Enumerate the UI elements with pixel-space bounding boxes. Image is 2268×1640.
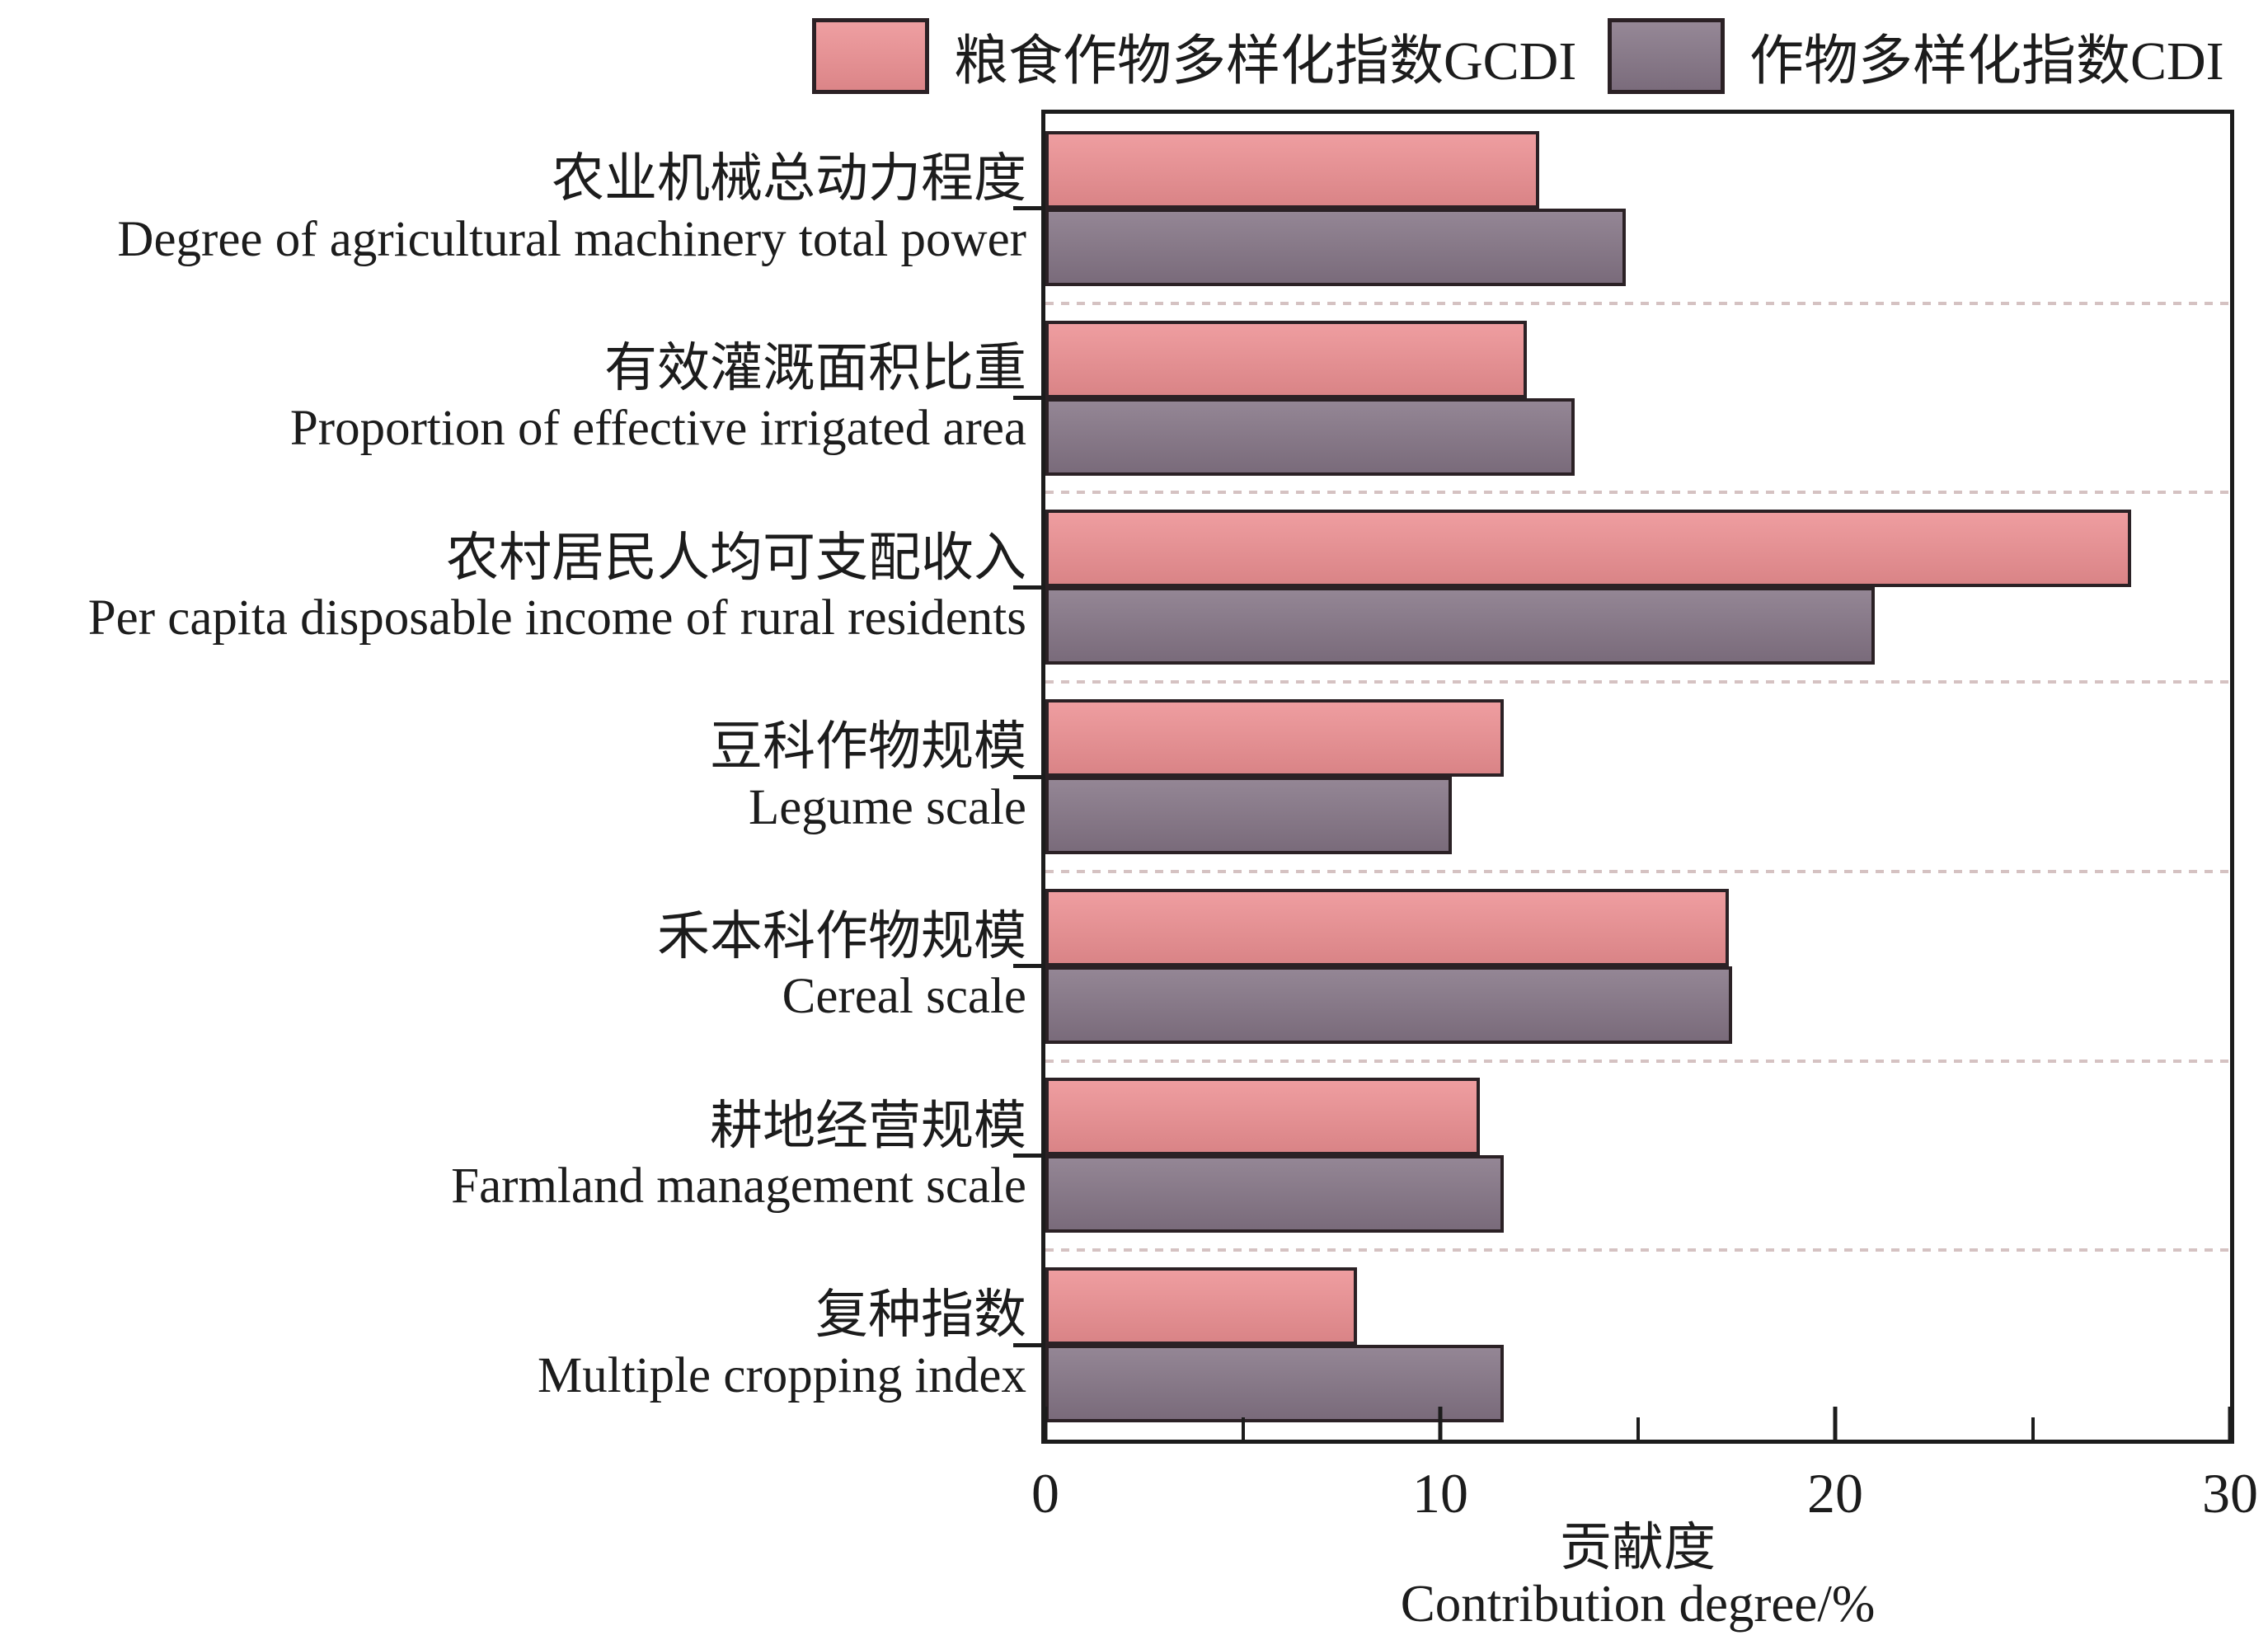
- category-label-en: Legume scale: [748, 779, 1026, 835]
- category-tick: [1013, 206, 1041, 211]
- bar-gcdi-5: [1045, 1078, 1480, 1156]
- category-label-zh: 有效灌溉面积比重: [604, 338, 1026, 397]
- group-separator-gridline: [1045, 1248, 2230, 1252]
- x-major-tick: [1833, 1407, 1838, 1440]
- category-tick: [1013, 774, 1041, 779]
- plot-area: [1041, 110, 2234, 1444]
- category-label-en: Per capita disposable income of rural re…: [87, 590, 1026, 646]
- category-tick: [1013, 964, 1041, 969]
- category-label-6: 复种指数 Multiple cropping index: [538, 1277, 1026, 1412]
- category-label-en: Multiple cropping index: [538, 1347, 1026, 1403]
- category-label-zh: 复种指数: [815, 1285, 1026, 1345]
- x-axis-title-zh: 贡献度: [1560, 1519, 1716, 1577]
- category-label-3: 豆科作物规模 Legume scale: [710, 709, 1026, 844]
- group-separator-gridline: [1045, 680, 2230, 684]
- x-minor-tick: [1636, 1417, 1640, 1440]
- category-label-zh: 禾本科作物规模: [657, 906, 1026, 966]
- bar-cdi-6: [1045, 1345, 1504, 1423]
- bar-cdi-2: [1045, 587, 1875, 665]
- category-tick: [1013, 396, 1041, 401]
- x-minor-tick: [2031, 1417, 2035, 1440]
- x-axis-title-en: Contribution degree/%: [1400, 1575, 1876, 1633]
- category-label-en: Degree of agricultural machinery total p…: [117, 211, 1026, 267]
- category-label-zh: 豆科作物规模: [710, 717, 1026, 777]
- category-label-en: Proportion of effective irrigated area: [289, 401, 1026, 457]
- category-label-zh: 农村居民人均可支配收入: [446, 528, 1026, 587]
- category-label-0: 农业机械总动力程度 Degree of agricultural machiner…: [117, 141, 1026, 276]
- group-separator-gridline: [1045, 301, 2230, 305]
- legend-swatch-cdi-icon: [1608, 18, 1725, 94]
- legend-label-cdi: 作物多样化指数CDI: [1749, 31, 2224, 92]
- bar-cdi-4: [1045, 966, 1733, 1044]
- legend-label-gcdi: 粮食作物多样化指数GCDI: [954, 31, 1577, 92]
- bar-gcdi-1: [1045, 320, 1528, 398]
- legend-swatch-gcdi-icon: [812, 18, 929, 94]
- category-label-en: Farmland management scale: [451, 1158, 1026, 1215]
- bar-gcdi-3: [1045, 699, 1504, 777]
- group-separator-gridline: [1045, 1059, 2230, 1063]
- bar-gcdi-0: [1045, 130, 1539, 209]
- bar-gcdi-6: [1045, 1267, 1358, 1346]
- group-separator-gridline: [1045, 491, 2230, 495]
- x-minor-tick: [1241, 1417, 1245, 1440]
- x-tick-label: 0: [1031, 1462, 1059, 1525]
- x-major-tick: [2228, 1407, 2233, 1440]
- bar-cdi-0: [1045, 208, 1627, 286]
- bar-cdi-5: [1045, 1155, 1504, 1234]
- legend-item-gcdi: 粮食作物多样化指数GCDI: [812, 15, 1576, 97]
- bar-cdi-1: [1045, 397, 1575, 476]
- category-label-5: 耕地经营规模 Farmland management scale: [451, 1088, 1026, 1223]
- bar-cdi-3: [1045, 777, 1453, 854]
- category-label-2: 农村居民人均可支配收入 Per capita disposable income …: [88, 519, 1026, 655]
- x-tick-label: 20: [1807, 1462, 1863, 1525]
- x-major-tick: [1438, 1407, 1443, 1440]
- x-major-tick: [1043, 1407, 1048, 1440]
- category-tick: [1013, 585, 1041, 590]
- bar-gcdi-2: [1045, 510, 2132, 588]
- x-tick-label: 30: [2202, 1462, 2258, 1525]
- category-tick: [1013, 1342, 1041, 1347]
- legend-item-cdi: 作物多样化指数CDI: [1608, 15, 2224, 97]
- category-label-en: Cereal scale: [782, 969, 1026, 1025]
- category-label-zh: 耕地经营规模: [710, 1096, 1026, 1155]
- category-tick: [1013, 1153, 1041, 1158]
- category-label-4: 禾本科作物规模 Cereal scale: [657, 899, 1026, 1034]
- bar-gcdi-4: [1045, 888, 1729, 966]
- category-label-zh: 农业机械总动力程度: [552, 149, 1026, 209]
- x-axis-title: 贡献度 Contribution degree/%: [1041, 1520, 2234, 1632]
- x-tick-label: 10: [1412, 1462, 1468, 1525]
- category-label-1: 有效灌溉面积比重 Proportion of effective irrigate…: [290, 331, 1026, 466]
- group-separator-gridline: [1045, 869, 2230, 873]
